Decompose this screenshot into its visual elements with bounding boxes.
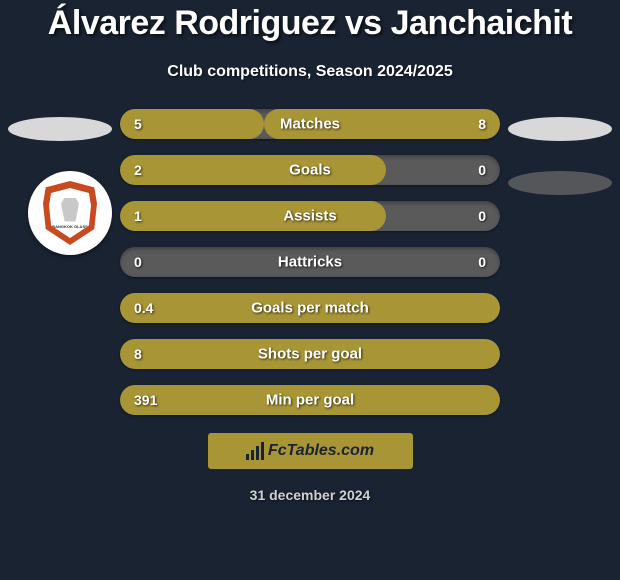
bar-label: Min per goal (266, 392, 354, 409)
bar-value-left: 0 (134, 254, 142, 270)
bar-label: Goals per match (251, 300, 369, 317)
bar-value-right: 0 (478, 208, 486, 224)
bar-label: Assists (283, 208, 336, 225)
comparison-infographic: Álvarez Rodriguez vs Janchaichit Club co… (0, 0, 620, 580)
bar-value-right: 8 (478, 116, 486, 132)
bar-value-right: 0 (478, 162, 486, 178)
page-title: Álvarez Rodriguez vs Janchaichit (0, 4, 620, 43)
date-label: 31 december 2024 (0, 487, 620, 503)
club-badge-left: BANGKOK GLASS (28, 171, 112, 255)
shield-icon: BANGKOK GLASS (43, 181, 97, 245)
player-photo-right (508, 117, 612, 141)
bar-value-left: 2 (134, 162, 142, 178)
bar-label: Goals (289, 162, 331, 179)
subtitle: Club competitions, Season 2024/2025 (0, 63, 620, 81)
bar-row: 2 0 Goals (120, 155, 500, 185)
bar-value-right: 0 (478, 254, 486, 270)
bar-value-left: 0.4 (134, 300, 153, 316)
comparison-bars: 5 8 Matches 2 0 Goals 1 0 Assists 0 0 Hattricks 0.4 G… (120, 109, 500, 415)
bar-row: 8 Shots per goal (120, 339, 500, 369)
bar-row: 1 0 Assists (120, 201, 500, 231)
bar-label: Hattricks (278, 254, 342, 271)
footer-badge[interactable]: FcTables.com (208, 433, 413, 469)
bar-row: 391 Min per goal (120, 385, 500, 415)
bar-label: Matches (280, 116, 340, 133)
bar-row: 0 0 Hattricks (120, 247, 500, 277)
bar-label: Shots per goal (258, 346, 362, 363)
bar-value-left: 391 (134, 392, 157, 408)
bar-value-left: 1 (134, 208, 142, 224)
bar-row: 0.4 Goals per match (120, 293, 500, 323)
player-photo-left (8, 117, 112, 141)
bar-fill-left (120, 201, 386, 231)
footer-label: FcTables.com (268, 442, 374, 460)
bar-fill-left (120, 155, 386, 185)
club-badge-right (508, 171, 612, 195)
bar-value-left: 8 (134, 346, 142, 362)
content-area: BANGKOK GLASS 5 8 Matches 2 0 Goals 1 0 Assists 0… (0, 109, 620, 415)
chart-icon (246, 442, 264, 460)
bar-row: 5 8 Matches (120, 109, 500, 139)
bar-value-left: 5 (134, 116, 142, 132)
